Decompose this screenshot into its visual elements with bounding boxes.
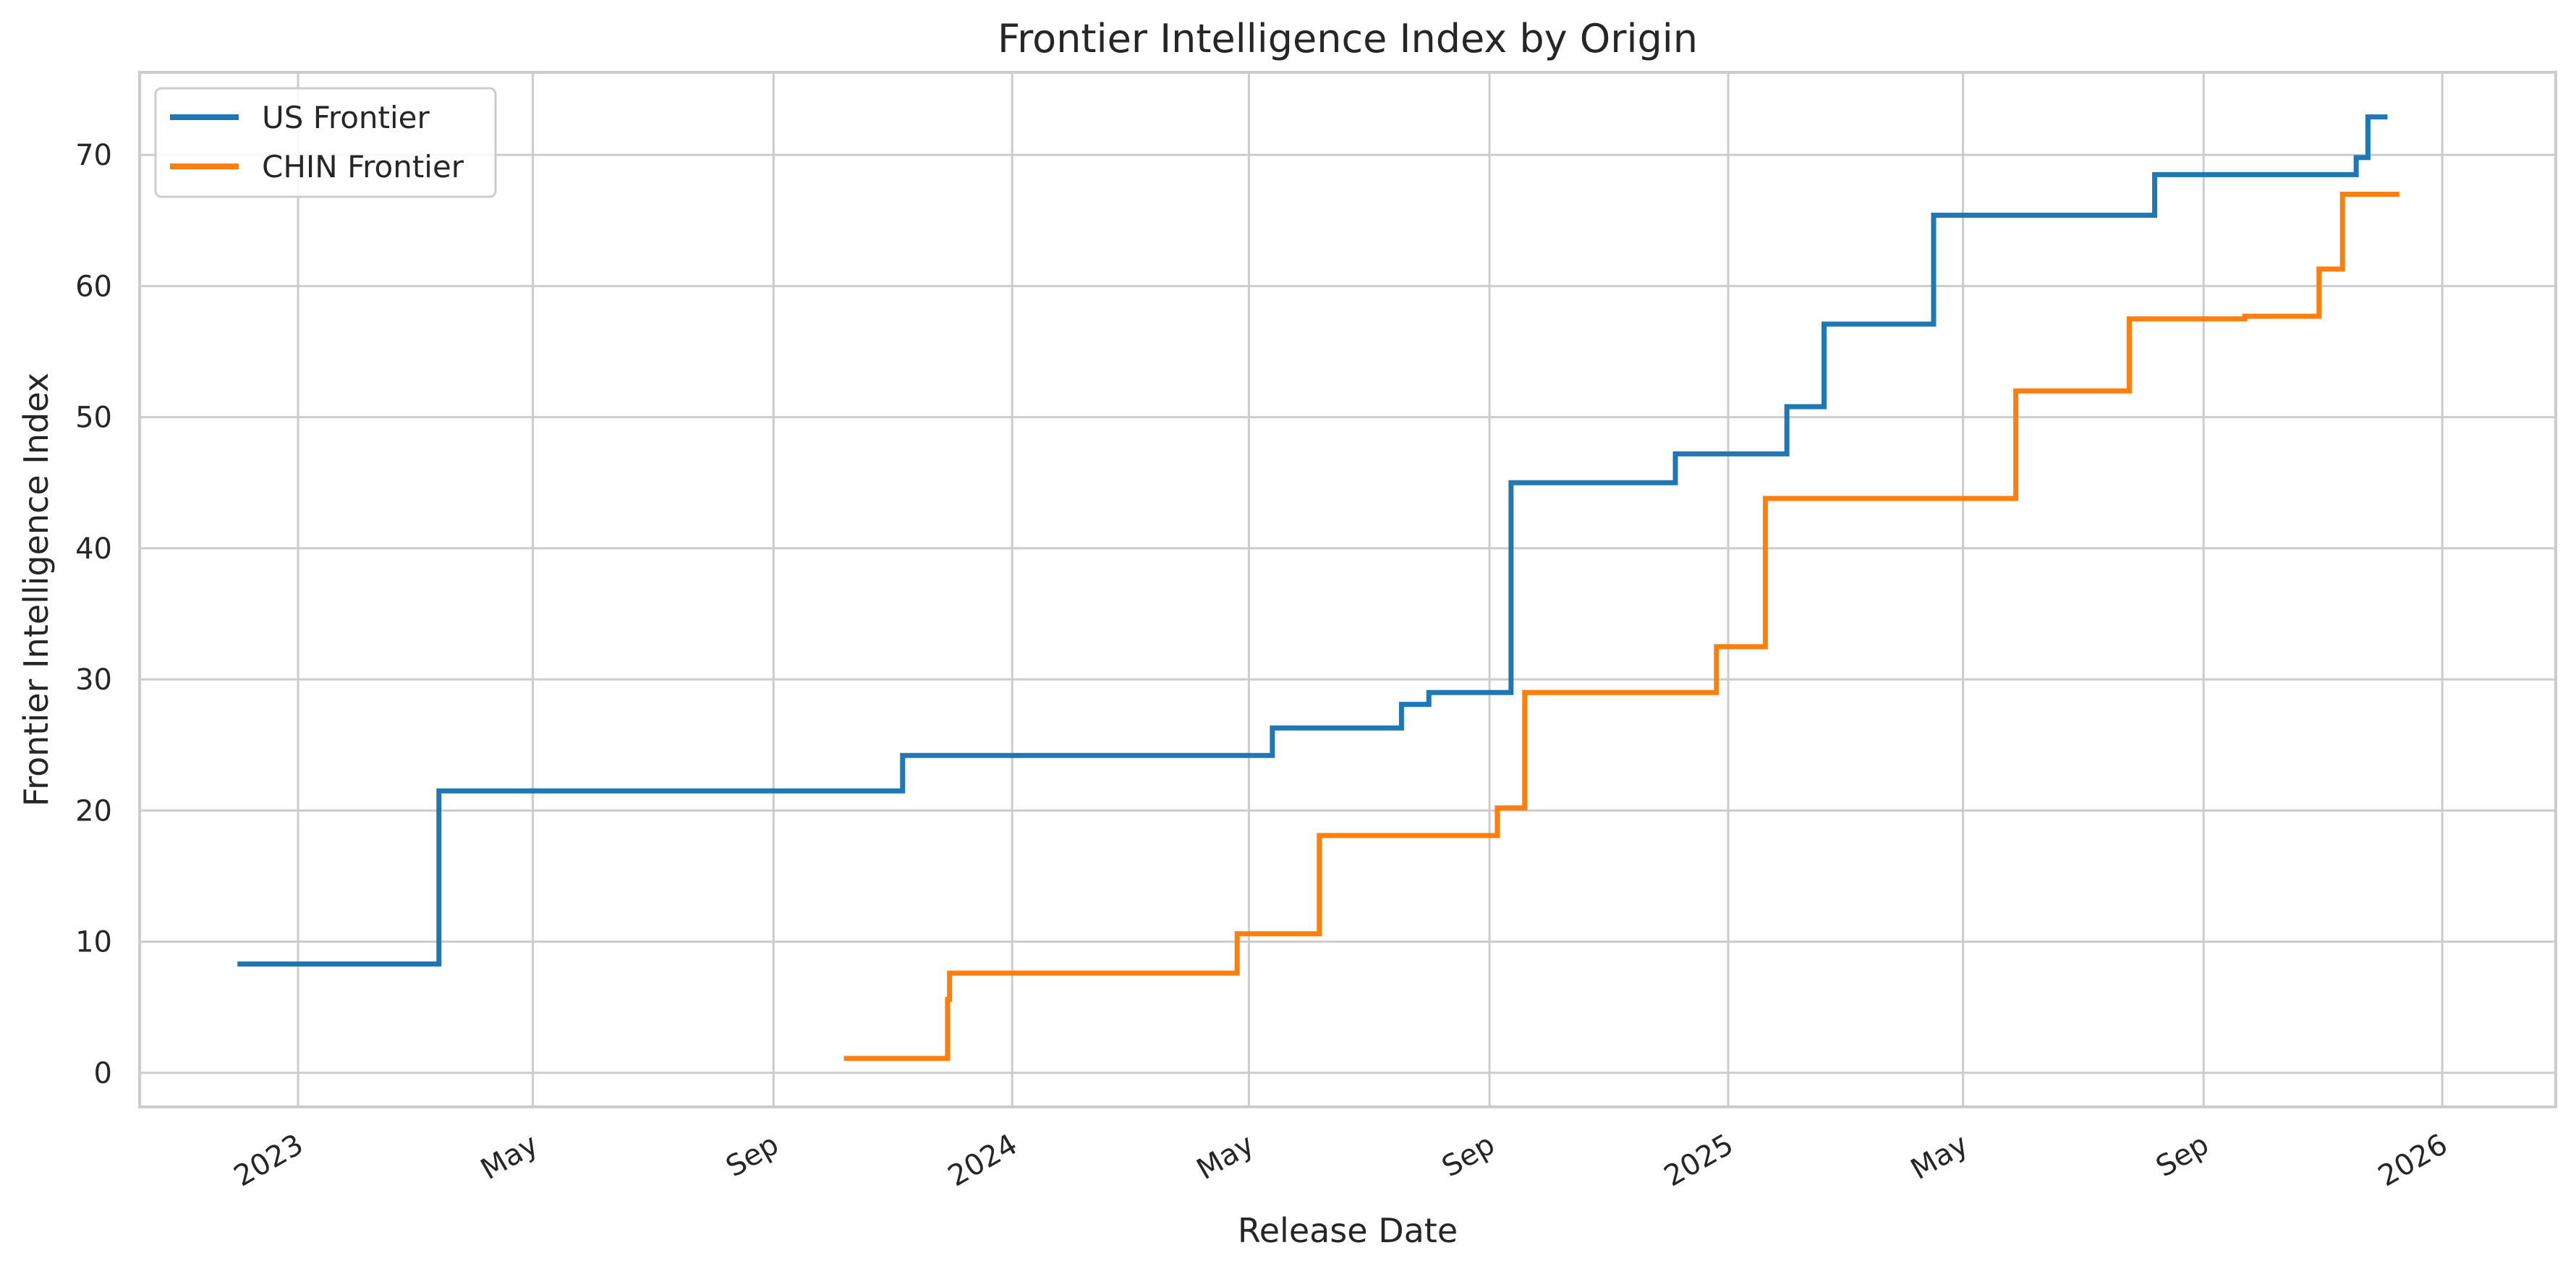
y-tick-label: 20	[75, 794, 112, 828]
legend: US Frontier CHIN Frontier	[154, 87, 497, 198]
x-tick-label: 2024	[943, 1128, 1023, 1194]
x-tick-label: 2023	[229, 1128, 309, 1194]
x-tick-label: May	[1905, 1128, 1974, 1186]
x-tick-label: Sep	[2151, 1128, 2214, 1184]
y-tick-label: 30	[75, 663, 112, 697]
x-tick-label: Sep	[1437, 1128, 1500, 1184]
y-axis-label: Frontier Intelligence Index	[17, 373, 56, 807]
x-tick-label: Sep	[720, 1128, 784, 1184]
y-tick-label: 50	[75, 402, 112, 435]
x-tick-label: 2025	[1659, 1128, 1739, 1194]
legend-box	[154, 87, 497, 198]
x-axis-label: Release Date	[1238, 1211, 1458, 1250]
plot-frame	[138, 71, 2557, 1108]
y-tick-labels: 0 10 20 30 40 50 60 70	[75, 139, 112, 1090]
series-line-chin-frontier	[843, 192, 2399, 1061]
x-tick-label: May	[475, 1128, 544, 1186]
legend-label-us-frontier: US Frontier	[262, 100, 430, 135]
y-tick-label: 60	[75, 270, 112, 303]
grid-lines	[140, 72, 2556, 1107]
legend-label-chin-frontier: CHIN Frontier	[262, 149, 464, 184]
y-tick-label: 10	[75, 926, 112, 959]
series-lines	[237, 114, 2399, 1061]
y-tick-label: 70	[75, 139, 112, 172]
x-tick-labels: 2023 May Sep 2024 May Sep 2025 May Sep 2026	[229, 1128, 2453, 1194]
y-tick-label: 0	[94, 1057, 112, 1090]
x-tick-label: May	[1191, 1128, 1260, 1186]
x-tick-label: 2026	[2373, 1128, 2453, 1194]
y-tick-label: 40	[75, 532, 112, 566]
chart-title: Frontier Intelligence Index by Origin	[998, 16, 1698, 61]
series-line-us-frontier	[237, 114, 2388, 967]
